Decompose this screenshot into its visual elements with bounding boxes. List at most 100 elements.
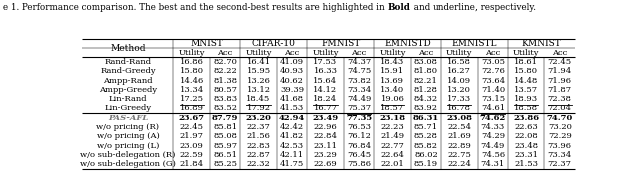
Text: 17.33: 17.33 — [447, 95, 472, 103]
Text: 71.87: 71.87 — [548, 86, 572, 94]
Text: 13.40: 13.40 — [380, 86, 404, 94]
Text: 82.22: 82.22 — [213, 67, 237, 75]
Text: 71.40: 71.40 — [481, 86, 505, 94]
Text: 23.18: 23.18 — [380, 114, 406, 122]
Text: 85.71: 85.71 — [414, 123, 438, 131]
Text: 15.80: 15.80 — [515, 67, 538, 75]
Text: 73.64: 73.64 — [481, 77, 505, 85]
Text: 17.25: 17.25 — [180, 95, 204, 103]
Text: e 1. Performance comparison. The best and the second-best results are highlighte: e 1. Performance comparison. The best an… — [3, 3, 388, 12]
Text: 72.76: 72.76 — [481, 67, 505, 75]
Text: 16.86: 16.86 — [180, 58, 204, 66]
Text: 72.29: 72.29 — [548, 132, 572, 140]
Text: Utility: Utility — [245, 49, 272, 57]
Text: 40.62: 40.62 — [280, 77, 304, 85]
Text: 16.27: 16.27 — [447, 67, 471, 75]
Text: 74.29: 74.29 — [481, 132, 505, 140]
Text: 77.35: 77.35 — [346, 114, 372, 122]
Text: Rand-Greedy: Rand-Greedy — [100, 67, 156, 75]
Text: 16.78: 16.78 — [447, 104, 472, 113]
Text: 72.04: 72.04 — [548, 104, 572, 113]
Text: 73.05: 73.05 — [481, 58, 505, 66]
Text: Lin-Rand: Lin-Rand — [109, 95, 147, 103]
Text: 13.34: 13.34 — [180, 86, 204, 94]
Text: Utility: Utility — [446, 49, 472, 57]
Text: 39.39: 39.39 — [280, 86, 304, 94]
Text: 23.48: 23.48 — [514, 142, 538, 150]
Text: 22.84: 22.84 — [314, 132, 337, 140]
Text: 16.89: 16.89 — [180, 104, 204, 113]
Text: 23.08: 23.08 — [446, 114, 472, 122]
Text: 74.49: 74.49 — [481, 142, 505, 150]
Text: 22.08: 22.08 — [515, 132, 538, 140]
Text: 21.84: 21.84 — [180, 160, 204, 168]
Text: 73.82: 73.82 — [347, 77, 371, 85]
Text: 13.69: 13.69 — [380, 77, 404, 85]
Text: 22.75: 22.75 — [447, 151, 471, 159]
Text: 84.32: 84.32 — [414, 95, 438, 103]
Text: 17.53: 17.53 — [314, 58, 337, 66]
Text: 22.64: 22.64 — [381, 151, 404, 159]
Text: 23.29: 23.29 — [314, 151, 337, 159]
Text: 23.49: 23.49 — [312, 114, 339, 122]
Text: 86.51: 86.51 — [213, 151, 237, 159]
Text: 15.80: 15.80 — [180, 67, 204, 75]
Text: w/o sub-delegation (G): w/o sub-delegation (G) — [80, 160, 176, 168]
Text: Utility: Utility — [379, 49, 406, 57]
Text: 22.96: 22.96 — [314, 123, 337, 131]
Text: 22.54: 22.54 — [447, 123, 472, 131]
Text: underline: underline — [433, 3, 476, 12]
Text: 41.09: 41.09 — [280, 58, 304, 66]
Text: 40.93: 40.93 — [280, 67, 304, 75]
Text: 82.70: 82.70 — [213, 58, 237, 66]
Text: 73.34: 73.34 — [548, 151, 572, 159]
Text: 22.69: 22.69 — [314, 160, 337, 168]
Text: 13.26: 13.26 — [246, 77, 271, 85]
Text: FMNIST: FMNIST — [321, 39, 360, 48]
Text: 76.84: 76.84 — [347, 142, 371, 150]
Text: CIFAR-10: CIFAR-10 — [252, 39, 296, 48]
Text: 23.11: 23.11 — [314, 142, 337, 150]
Text: 13.12: 13.12 — [246, 86, 271, 94]
Text: 41.53: 41.53 — [280, 104, 304, 113]
Text: 85.82: 85.82 — [414, 142, 438, 150]
Text: 80.57: 80.57 — [213, 86, 237, 94]
Text: Method: Method — [110, 44, 146, 52]
Text: 74.33: 74.33 — [481, 123, 505, 131]
Text: and: and — [411, 3, 433, 12]
Text: 21.53: 21.53 — [515, 160, 538, 168]
Text: Bold: Bold — [388, 3, 411, 12]
Text: 22.59: 22.59 — [180, 151, 204, 159]
Text: Acc: Acc — [218, 49, 233, 57]
Text: 18.58: 18.58 — [514, 104, 538, 113]
Text: 22.87: 22.87 — [246, 151, 271, 159]
Text: 14.12: 14.12 — [314, 86, 337, 94]
Text: 23.31: 23.31 — [515, 151, 538, 159]
Text: 15.64: 15.64 — [314, 77, 337, 85]
Text: PAS-AFL: PAS-AFL — [108, 114, 148, 122]
Text: 82.21: 82.21 — [414, 77, 438, 85]
Text: 22.45: 22.45 — [180, 123, 204, 131]
Text: 22.24: 22.24 — [447, 160, 471, 168]
Text: 72.37: 72.37 — [548, 160, 572, 168]
Text: 76.12: 76.12 — [347, 132, 371, 140]
Text: 22.63: 22.63 — [515, 123, 538, 131]
Text: 21.56: 21.56 — [246, 132, 271, 140]
Text: 18.43: 18.43 — [380, 58, 404, 66]
Text: 75.86: 75.86 — [347, 160, 371, 168]
Text: Acc: Acc — [284, 49, 300, 57]
Text: Ampp-Greedy: Ampp-Greedy — [99, 86, 157, 94]
Text: 23.86: 23.86 — [513, 114, 540, 122]
Text: 22.83: 22.83 — [246, 142, 271, 150]
Text: 74.62: 74.62 — [480, 114, 506, 122]
Text: 18.45: 18.45 — [246, 95, 271, 103]
Text: Acc: Acc — [485, 49, 500, 57]
Text: 22.01: 22.01 — [381, 160, 404, 168]
Text: Utility: Utility — [513, 49, 540, 57]
Text: 81.38: 81.38 — [213, 77, 237, 85]
Text: 75.37: 75.37 — [347, 104, 371, 113]
Text: 74.31: 74.31 — [481, 160, 505, 168]
Text: 42.94: 42.94 — [279, 114, 305, 122]
Text: 85.08: 85.08 — [213, 132, 237, 140]
Text: 42.11: 42.11 — [280, 151, 304, 159]
